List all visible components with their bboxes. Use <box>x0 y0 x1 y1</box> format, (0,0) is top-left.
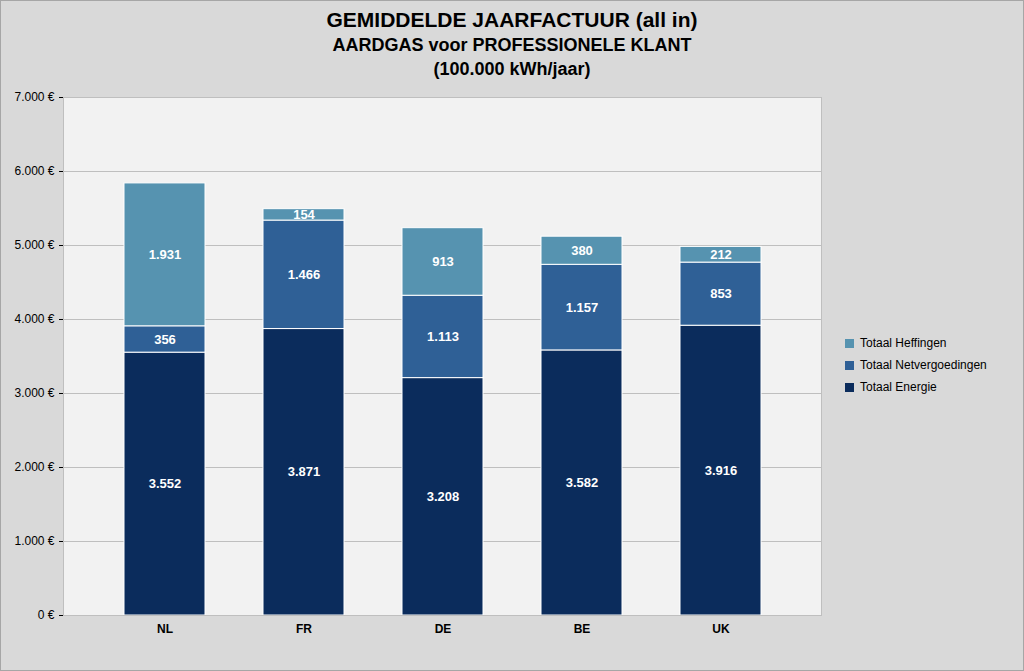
svg-text:154: 154 <box>293 207 315 222</box>
svg-text:1.113: 1.113 <box>427 329 459 344</box>
svg-text:FR: FR <box>296 622 312 636</box>
html-text:Totaal Energie: Totaal Energie <box>860 380 937 394</box>
svg-text:2.000 €: 2.000 € <box>14 460 54 474</box>
svg-text:356: 356 <box>154 332 176 347</box>
svg-text:1.000 €: 1.000 € <box>14 534 54 548</box>
svg-text:1.931: 1.931 <box>149 247 182 262</box>
html-text:(100.000 kWh/jaar): (100.000 kWh/jaar) <box>433 59 591 79</box>
svg-text:212: 212 <box>710 247 732 262</box>
svg-text:7.000 €: 7.000 € <box>14 90 54 104</box>
html-text:AARDGAS voor PROFESSIONELE KLA: AARDGAS voor PROFESSIONELE KLANT <box>332 35 692 55</box>
svg-text:UK: UK <box>712 622 730 636</box>
svg-text:BE: BE <box>574 622 591 636</box>
svg-text:5.000 €: 5.000 € <box>14 238 54 252</box>
svg-text:913: 913 <box>432 254 454 269</box>
svg-text:1.466: 1.466 <box>288 267 321 282</box>
html-text:Totaal Netvergoedingen: Totaal Netvergoedingen <box>860 358 987 372</box>
svg-text:380: 380 <box>571 243 593 258</box>
svg-text:3.000 €: 3.000 € <box>14 386 54 400</box>
svg-text:3.916: 3.916 <box>705 463 738 478</box>
svg-text:3.582: 3.582 <box>566 475 599 490</box>
svg-text:3.871: 3.871 <box>288 464 321 479</box>
svg-text:853: 853 <box>710 286 732 301</box>
svg-text:0 €: 0 € <box>38 608 55 622</box>
svg-text:4.000 €: 4.000 € <box>14 312 54 326</box>
svg-text:DE: DE <box>435 622 452 636</box>
html-text:GEMIDDELDE JAARFACTUUR (all in: GEMIDDELDE JAARFACTUUR (all in) <box>326 8 698 31</box>
svg-text:1.157: 1.157 <box>566 300 599 315</box>
svg-text:6.000 €: 6.000 € <box>14 164 54 178</box>
svg-text:3.552: 3.552 <box>149 476 182 491</box>
html-text:Totaal Heffingen: Totaal Heffingen <box>860 336 947 350</box>
svg-text:NL: NL <box>157 622 173 636</box>
svg-text:3.208: 3.208 <box>427 489 460 504</box>
